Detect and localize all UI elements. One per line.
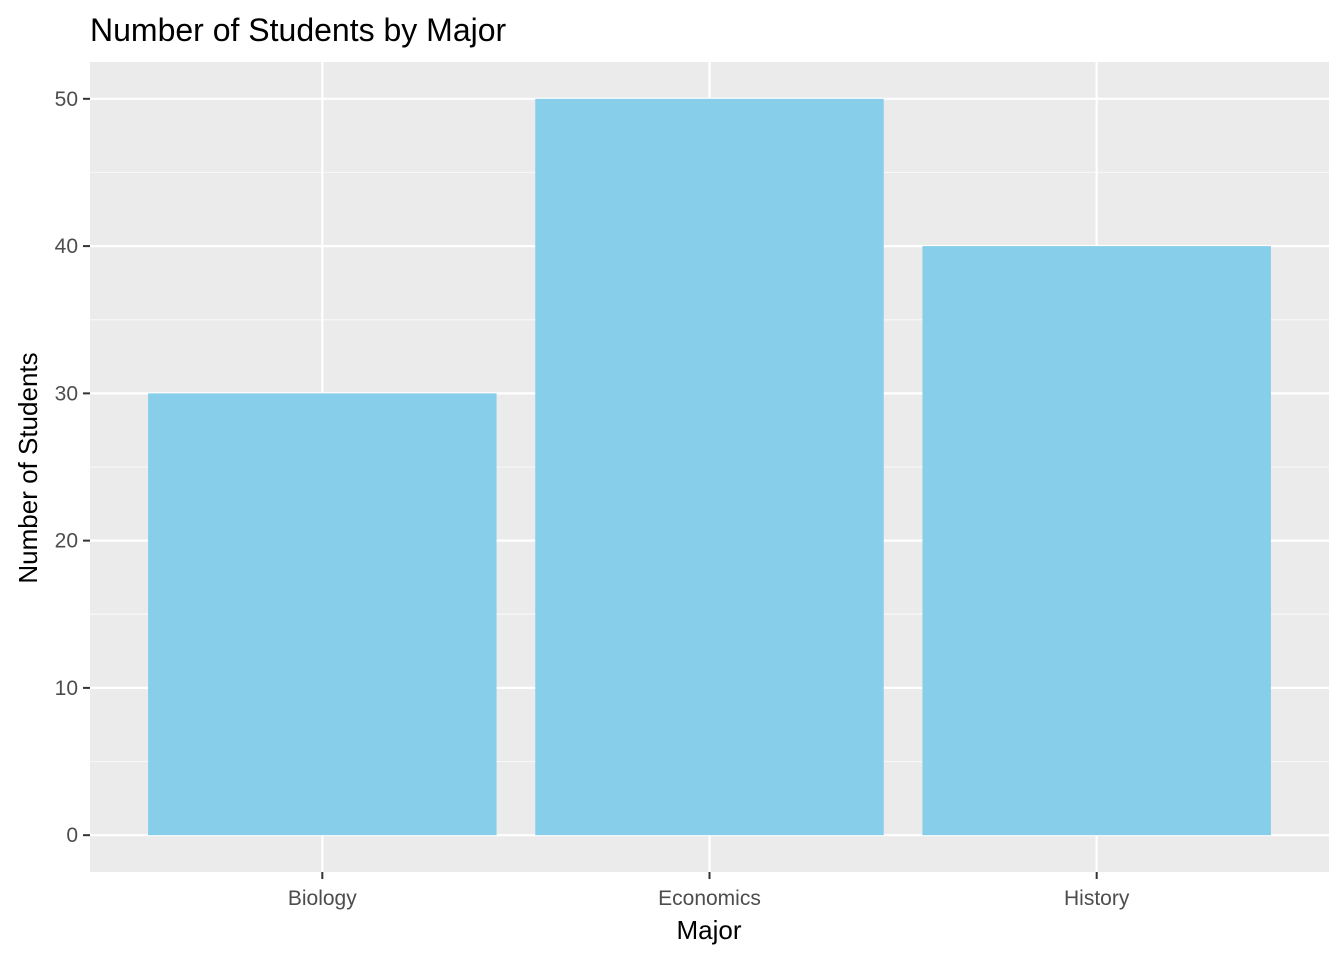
y-tick-label: 10 — [55, 677, 78, 700]
bar-history — [922, 246, 1271, 836]
x-tick-label: Biology — [288, 887, 357, 910]
y-tick-label: 50 — [55, 88, 78, 111]
y-tick-label: 30 — [55, 382, 78, 405]
x-axis-title: Major — [676, 915, 741, 945]
x-tick-label: Economics — [658, 887, 761, 910]
x-axis: Biology Economics History — [288, 872, 1130, 910]
bar-economics — [535, 98, 884, 836]
bar-biology — [148, 393, 497, 836]
x-tick-label: History — [1064, 887, 1130, 910]
y-tick-label: 0 — [66, 824, 78, 847]
bars — [148, 98, 1271, 836]
y-axis-title: Number of Students — [13, 352, 43, 583]
y-tick-label: 20 — [55, 530, 78, 553]
chart-title: Number of Students by Major — [90, 12, 507, 48]
y-tick-label: 40 — [55, 235, 78, 258]
y-axis: 0 10 20 30 40 50 — [55, 88, 90, 847]
